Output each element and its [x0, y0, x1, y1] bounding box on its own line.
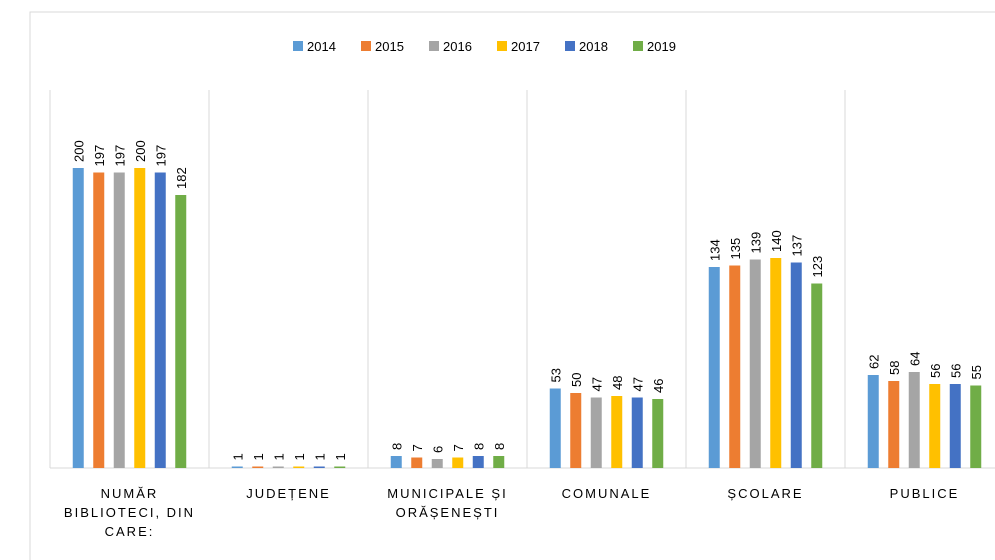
legend-swatch — [565, 41, 575, 51]
bar — [888, 381, 900, 468]
bar — [708, 267, 720, 468]
bar — [472, 456, 484, 468]
legend-swatch — [633, 41, 643, 51]
data-label: 1 — [312, 453, 327, 460]
bar — [493, 456, 505, 468]
data-label: 8 — [389, 443, 404, 450]
bar — [411, 457, 423, 468]
data-label: 48 — [610, 376, 625, 390]
bar — [929, 384, 941, 468]
data-label: 53 — [548, 368, 563, 382]
data-label: 137 — [789, 235, 804, 257]
category-label: JUDEȚENE — [246, 486, 331, 501]
bar — [631, 397, 643, 468]
chart-frame — [29, 11, 995, 560]
data-label: 197 — [92, 145, 107, 167]
data-label: 135 — [728, 238, 743, 260]
bar — [154, 172, 166, 468]
legend-swatch — [293, 41, 303, 51]
bar — [770, 258, 782, 468]
bar — [549, 388, 561, 468]
data-label: 139 — [748, 232, 763, 254]
bar — [811, 283, 823, 468]
data-label: 197 — [112, 145, 127, 167]
category-label: COMUNALE — [561, 486, 652, 501]
bar — [908, 372, 920, 468]
data-label: 7 — [451, 444, 466, 451]
legend-label: 2018 — [579, 39, 608, 54]
bar — [293, 466, 305, 468]
bar — [590, 397, 602, 468]
data-label: 1 — [251, 453, 266, 460]
bar — [729, 265, 741, 468]
bar — [970, 385, 982, 468]
data-label: 1 — [271, 453, 286, 460]
bar — [949, 384, 961, 468]
data-label: 64 — [907, 352, 922, 366]
bar — [93, 172, 105, 468]
data-label: 8 — [471, 443, 486, 450]
bar — [113, 172, 125, 468]
bar — [313, 466, 325, 468]
data-label: 134 — [707, 239, 722, 261]
data-label: 123 — [810, 256, 825, 278]
bar — [175, 195, 187, 468]
data-label: 62 — [866, 355, 881, 369]
bar — [252, 466, 264, 468]
data-label: 47 — [589, 377, 604, 391]
data-label: 56 — [928, 364, 943, 378]
bar — [231, 466, 243, 468]
data-label: 1 — [333, 453, 348, 460]
legend-label: 2016 — [443, 39, 472, 54]
bar — [72, 168, 84, 468]
bar — [272, 466, 284, 468]
data-label: 200 — [71, 140, 86, 162]
bar — [867, 375, 879, 468]
data-label: 1 — [292, 453, 307, 460]
data-label: 7 — [410, 444, 425, 451]
bar — [749, 259, 761, 468]
data-label: 197 — [153, 145, 168, 167]
legend-label: 2017 — [511, 39, 540, 54]
data-label: 1 — [230, 453, 245, 460]
category-label: MUNICIPALE ȘI ORĂȘENEȘTI — [387, 486, 508, 520]
legend-swatch — [361, 41, 371, 51]
bar — [790, 262, 802, 468]
data-label: 46 — [651, 379, 666, 393]
bar — [611, 396, 623, 468]
bar — [134, 168, 146, 468]
bar — [652, 399, 664, 468]
bar — [390, 456, 402, 468]
bar — [570, 393, 582, 468]
legend-swatch — [497, 41, 507, 51]
legend-label: 2014 — [307, 39, 336, 54]
data-label: 140 — [769, 230, 784, 252]
data-label: 56 — [948, 364, 963, 378]
bar — [334, 466, 346, 468]
data-label: 8 — [492, 443, 507, 450]
legend-swatch — [429, 41, 439, 51]
data-label: 55 — [969, 365, 984, 379]
category-label: NUMĂR BIBLIOTECI, DIN CARE: — [63, 486, 196, 539]
legend-label: 2019 — [647, 39, 676, 54]
bar — [452, 457, 464, 468]
category-label: PUBLICE — [889, 486, 960, 501]
data-label: 182 — [174, 167, 189, 189]
data-label: 200 — [133, 140, 148, 162]
category-label: ȘCOLARE — [727, 486, 804, 501]
bar — [431, 459, 443, 468]
data-label: 47 — [630, 377, 645, 391]
data-label: 58 — [887, 361, 902, 375]
legend-label: 2015 — [375, 39, 404, 54]
data-label: 6 — [430, 446, 445, 453]
data-label: 50 — [569, 373, 584, 387]
